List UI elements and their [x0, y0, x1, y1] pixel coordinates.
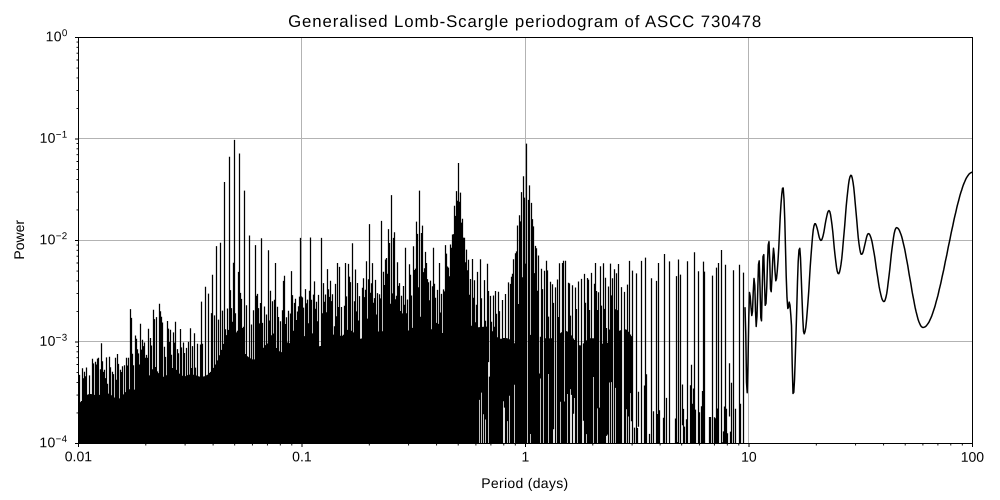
- svg-text:Power: Power: [11, 220, 27, 260]
- svg-text:1: 1: [521, 449, 529, 465]
- svg-text:0.01: 0.01: [65, 448, 92, 464]
- svg-text:100: 100: [961, 449, 985, 465]
- svg-text:Generalised Lomb-Scargle perio: Generalised Lomb-Scargle periodogram of …: [288, 12, 762, 31]
- svg-text:Period (days): Period (days): [481, 475, 568, 491]
- svg-text:10: 10: [741, 449, 757, 465]
- svg-text:0.1: 0.1: [292, 448, 312, 464]
